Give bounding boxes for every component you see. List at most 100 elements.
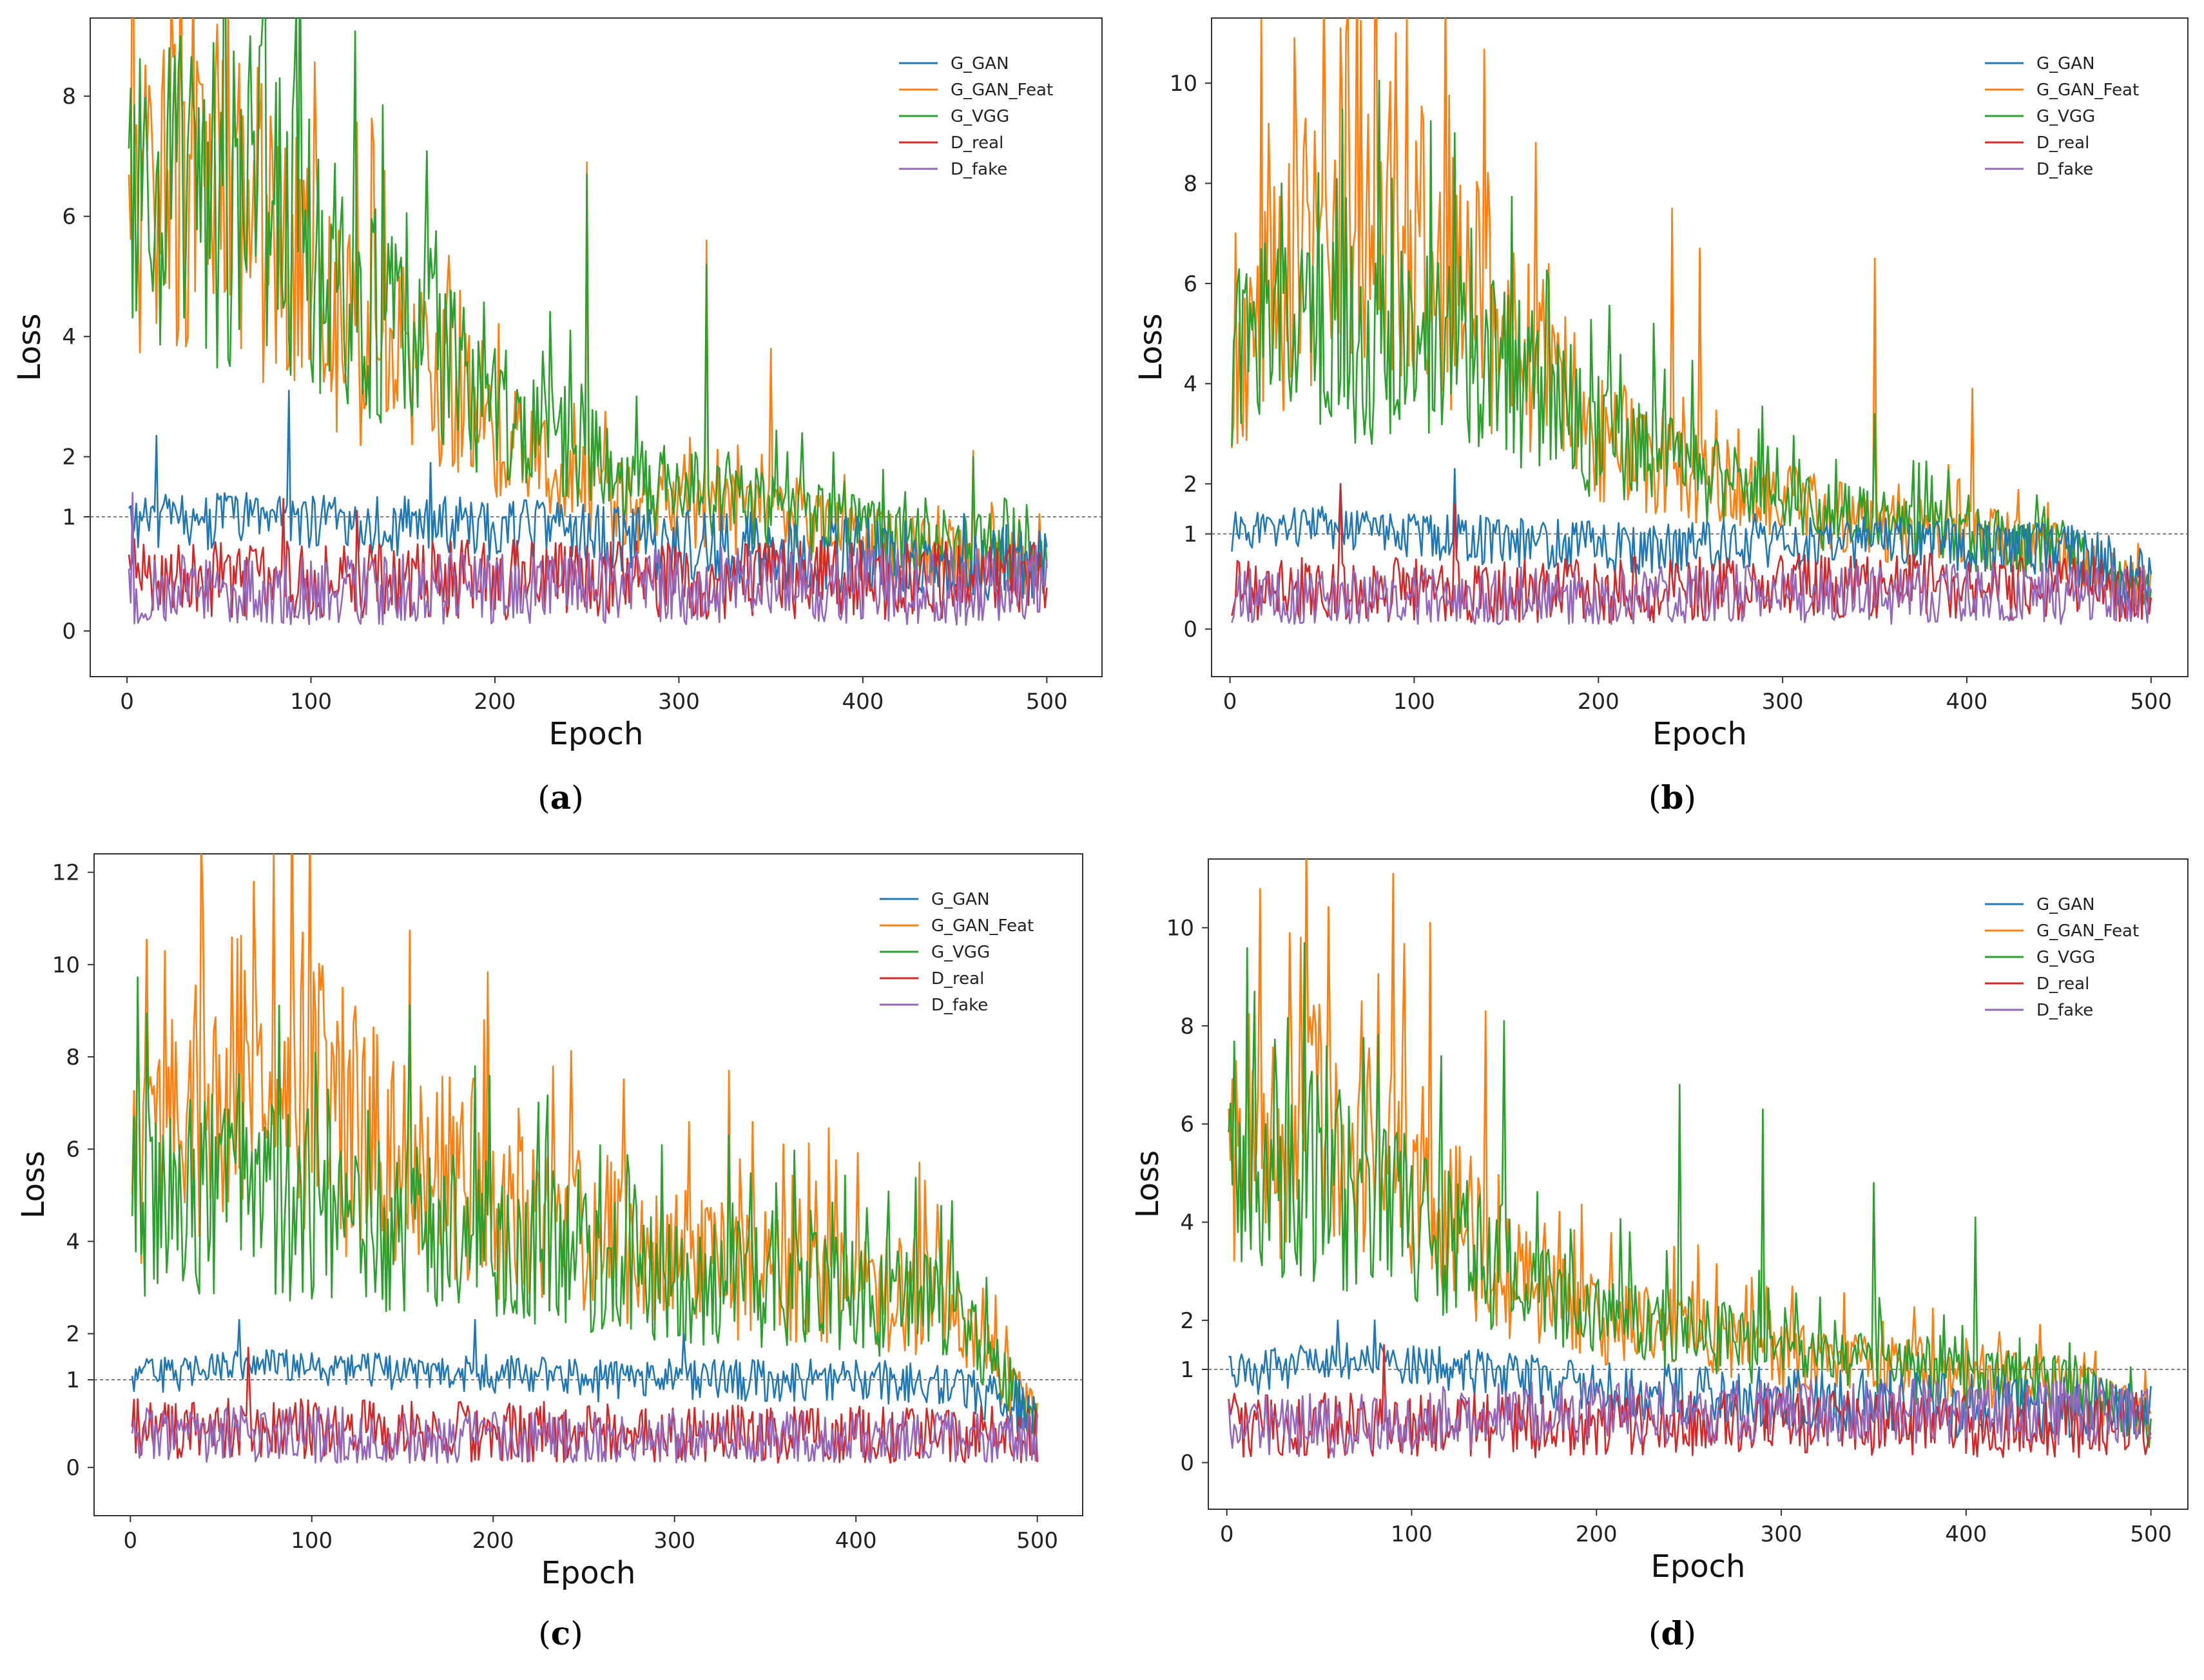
caption-open: ( — [1648, 779, 1661, 816]
x-tick-label: 300 — [1762, 689, 1804, 715]
y-tick-label: 10 — [1166, 916, 1194, 941]
series-layer — [131, 854, 1038, 1464]
x-tick-label: 300 — [1761, 1521, 1803, 1547]
caption-close: ) — [1683, 779, 1696, 816]
x-axis-label: Epoch — [549, 716, 644, 752]
y-tick-label: 1 — [62, 505, 76, 530]
legend-label: D_real — [931, 969, 984, 989]
x-tick-label: 500 — [1016, 1528, 1058, 1554]
series-layer — [1228, 859, 2152, 1459]
x-tick-label: 500 — [1026, 689, 1068, 715]
y-tick-label: 4 — [1183, 371, 1197, 397]
y-tick-label: 1 — [1180, 1357, 1194, 1383]
y-tick-label: 1 — [66, 1367, 80, 1393]
legend-label: G_GAN — [2036, 895, 2095, 914]
x-axis-label: Epoch — [541, 1555, 636, 1591]
legend-label: G_GAN_Feat — [2036, 922, 2139, 941]
y-tick-label: 6 — [66, 1137, 80, 1163]
caption-close: ) — [570, 1615, 583, 1652]
legend-label: G_GAN — [2036, 54, 2095, 73]
caption-close: ) — [1683, 1615, 1696, 1652]
series-line-g-vgg — [1231, 79, 2152, 606]
x-tick-label: 400 — [842, 689, 884, 715]
y-tick-label: 4 — [66, 1229, 80, 1255]
legend-label: G_GAN — [931, 890, 990, 909]
y-tick-label: 0 — [62, 619, 76, 644]
series-line-d-fake — [131, 1405, 1038, 1464]
chart-panel-a: 0 100 200 300 400 500 0 1 2 4 6 8 Epoch Loss G_GAN G_GA… — [12, 17, 1103, 816]
x-tick-label: 0 — [1223, 689, 1237, 715]
y-tick-label: 0 — [1180, 1451, 1194, 1476]
legend-label: D_fake — [951, 160, 1007, 179]
y-tick-label: 8 — [62, 84, 76, 110]
legend-label: G_VGG — [2036, 107, 2095, 126]
legend-label: D_fake — [2036, 1001, 2093, 1020]
y-tick-label: 6 — [62, 204, 76, 230]
caption-letter: c — [551, 1614, 570, 1652]
series-layer — [128, 18, 1048, 626]
x-tick-label: 400 — [835, 1528, 877, 1554]
caption-close: ) — [571, 779, 584, 816]
y-tick-label: 8 — [1183, 171, 1197, 197]
y-tick-label: 6 — [1180, 1112, 1194, 1137]
caption-letter: b — [1661, 778, 1684, 816]
legend-label: D_fake — [931, 996, 988, 1015]
x-tick-label: 500 — [2130, 689, 2172, 715]
caption-open: ( — [537, 779, 550, 816]
chart-panel-d: 0 100 200 300 400 500 0 1 2 4 6 8 10 Epoch Loss G_GAN G_… — [1130, 858, 2189, 1652]
panel-caption: (d) — [1648, 1614, 1696, 1652]
x-tick-label: 0 — [123, 1528, 137, 1554]
caption-open: ( — [538, 1615, 551, 1652]
y-tick-label: 8 — [1180, 1014, 1194, 1039]
y-axis-label: Loss — [15, 1151, 52, 1219]
x-tick-label: 200 — [1578, 689, 1619, 715]
series-line-g-gan — [128, 389, 1048, 602]
x-tick-label: 200 — [1576, 1521, 1618, 1547]
x-tick-label: 200 — [474, 689, 516, 715]
series-line-d-fake — [1228, 1378, 2152, 1458]
legend-label: G_VGG — [2036, 948, 2095, 967]
chart-panel-c: 0 100 200 300 400 5000124681012EpochLossG_GAN… — [15, 853, 1083, 1652]
y-tick-label: 2 — [1180, 1308, 1194, 1334]
y-tick-label: 12 — [52, 860, 80, 886]
legend-label: G_GAN_Feat — [2036, 81, 2139, 100]
y-axis-label: Loss — [1130, 1150, 1166, 1218]
series-line-g-gan — [1231, 468, 2152, 610]
series-line-d-fake — [1231, 562, 2152, 626]
plot-frame — [93, 853, 1083, 1516]
x-tick-label: 400 — [1945, 1521, 1987, 1547]
caption-letter: d — [1661, 1614, 1684, 1652]
y-tick-label: 10 — [1170, 71, 1197, 97]
series-line-d-fake — [128, 492, 1048, 626]
legend-label: G_VGG — [931, 943, 990, 962]
x-tick-label: 0 — [1220, 1521, 1234, 1547]
x-tick-label: 300 — [653, 1528, 695, 1554]
panel-caption: (c) — [538, 1614, 583, 1652]
y-tick-label: 2 — [1183, 472, 1197, 497]
y-tick-label: 2 — [62, 445, 76, 470]
series-line-g-vgg — [131, 976, 1038, 1440]
legend-label: D_fake — [2036, 160, 2093, 179]
x-tick-label: 100 — [1391, 1521, 1433, 1547]
x-tick-label: 100 — [1393, 689, 1435, 715]
series-line-g-vgg — [128, 18, 1048, 590]
x-tick-label: 500 — [2130, 1521, 2172, 1547]
legend-label: G_GAN_Feat — [931, 916, 1034, 936]
x-tick-label: 100 — [291, 1528, 333, 1554]
x-axis-label: Epoch — [1651, 1549, 1746, 1585]
series-layer — [1231, 18, 2152, 626]
y-tick-label: 1 — [1183, 522, 1197, 548]
y-tick-label: 4 — [62, 324, 76, 350]
chart-panel-b: 0 100 200 300 400 500 0 1 2 4 6 8 10 Epoch Loss G_GAN G_… — [1133, 17, 2189, 816]
y-axis-label: Loss — [1133, 313, 1169, 381]
x-tick-label: 300 — [658, 689, 700, 715]
legend-label: G_GAN — [951, 54, 1009, 73]
panel-caption: (b) — [1648, 778, 1696, 816]
panel-caption: (a) — [537, 778, 583, 816]
series-line-d-real — [1228, 1344, 2152, 1459]
x-tick-label: 0 — [120, 689, 134, 715]
legend-label: G_VGG — [951, 107, 1009, 126]
y-tick-label: 0 — [1183, 617, 1197, 642]
caption-open: ( — [1648, 1615, 1661, 1652]
